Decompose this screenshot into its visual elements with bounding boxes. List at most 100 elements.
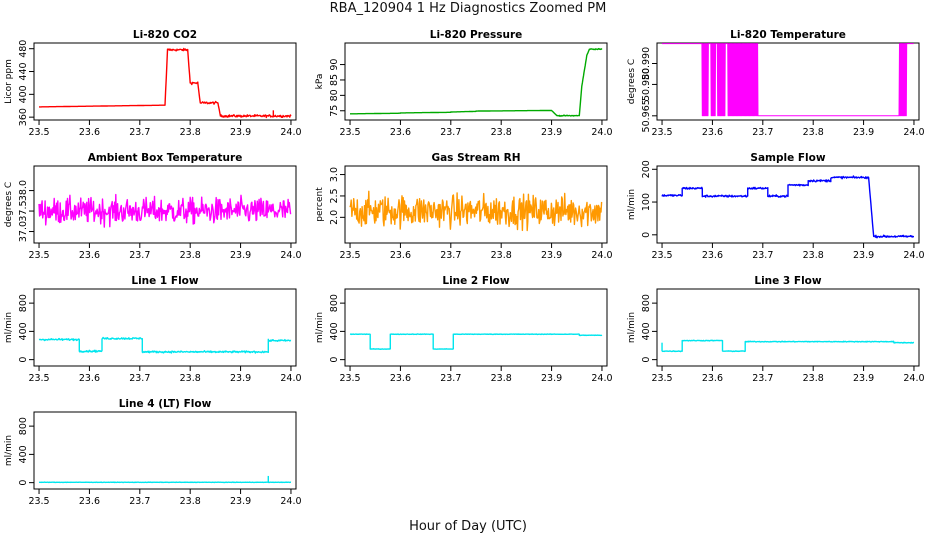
y-axis-label: ml/min	[4, 312, 14, 343]
x-tick-label: 23.8	[491, 127, 512, 138]
y-tick-label: 37.0	[18, 221, 29, 242]
chart-panel: Gas Stream RH 23.5 23.6 23.7 23.8 23.9 24.0 2.0…	[315, 152, 613, 261]
y-axis-label: degrees C	[4, 182, 14, 227]
chart-panel: Li-820 Pressure 23.5 23.6 23.7 23.8 23.9 24.0 7…	[315, 29, 613, 138]
chart-title: Line 2 Flow	[442, 275, 509, 287]
chart-panel: Li-820 Temperature 23.5 23.6 23.7 23.8 23.9 24…	[627, 29, 925, 138]
y-tick-label: 800	[18, 417, 29, 435]
x-tick-label: 23.5	[651, 373, 672, 384]
x-tick-label: 23.5	[28, 373, 49, 384]
figure-title: RBA_120904 1 Hz Diagnostics Zoomed PM	[329, 1, 607, 16]
y-tick-label: 400	[18, 85, 29, 103]
y-tick-label: 800	[329, 294, 340, 312]
chart-title: Li-820 Pressure	[430, 29, 523, 41]
x-tick-label: 23.9	[853, 127, 874, 138]
y-tick-label: 400	[329, 322, 340, 340]
x-tick-label: 23.6	[702, 373, 723, 384]
y-tick-label: 800	[18, 294, 29, 312]
y-axis-label: kPa	[315, 74, 325, 90]
y-tick-label: 400	[641, 322, 652, 340]
y-tick-label: 480	[18, 40, 29, 58]
x-tick-label: 23.8	[491, 373, 512, 384]
x-tick-label: 23.6	[79, 250, 100, 261]
series-line	[38, 193, 292, 228]
y-tick-label: 85	[329, 74, 340, 86]
y-tick-label: 360	[18, 108, 29, 126]
x-tick-label: 23.6	[390, 127, 411, 138]
x-tick-label: 23.5	[339, 373, 360, 384]
plot-frame	[33, 42, 297, 121]
chart-title: Ambient Box Temperature	[88, 152, 243, 164]
y-tick-label: 200	[641, 160, 652, 178]
series-line	[349, 333, 603, 350]
x-tick-label: 23.6	[390, 373, 411, 384]
x-tick-label: 23.7	[752, 127, 773, 138]
series-line	[661, 175, 915, 239]
x-tick-label: 23.8	[180, 127, 201, 138]
x-tick-label: 23.7	[752, 250, 773, 261]
x-tick-label: 24.0	[903, 127, 924, 138]
chart-title: Li-820 CO2	[133, 29, 197, 41]
series-line	[349, 47, 603, 117]
x-tick-label: 23.7	[440, 250, 461, 261]
y-tick-label: 38.0	[18, 180, 29, 201]
x-tick-label: 23.7	[129, 373, 150, 384]
plot-frame	[33, 411, 297, 490]
x-tick-label: 23.9	[230, 127, 251, 138]
y-tick-label: 50.980	[641, 68, 652, 101]
y-tick-label: 75	[329, 105, 340, 117]
y-tick-label: 400	[18, 322, 29, 340]
y-tick-label: 440	[18, 62, 29, 80]
chart-panel: Li-820 CO2 23.5 23.6 23.7 23.8 23.9 24.0 360 400…	[4, 29, 302, 138]
series-line	[38, 336, 292, 354]
x-tick-label: 23.8	[491, 250, 512, 261]
series-line	[661, 43, 914, 117]
x-tick-label: 23.6	[702, 250, 723, 261]
x-tick-label: 23.5	[651, 127, 672, 138]
x-tick-label: 23.8	[180, 373, 201, 384]
x-tick-label: 23.8	[180, 496, 201, 507]
series-line	[38, 47, 292, 119]
x-tick-label: 24.0	[280, 250, 301, 261]
chart-panel: Sample Flow 23.5 23.6 23.7 23.8 23.9 24.0 0 100 2…	[627, 152, 925, 261]
y-axis-label: ml/min	[627, 189, 637, 220]
x-tick-label: 23.8	[803, 127, 824, 138]
y-tick-label: 0	[18, 480, 29, 486]
y-tick-label: 90	[329, 59, 340, 71]
plot-frame	[656, 42, 920, 121]
chart-title: Line 1 Flow	[131, 275, 198, 287]
y-tick-label: 80	[329, 89, 340, 101]
chart-title: Li-820 Temperature	[730, 29, 846, 41]
plot-frame	[344, 165, 608, 244]
x-tick-label: 23.6	[79, 496, 100, 507]
x-tick-label: 24.0	[280, 373, 301, 384]
x-tick-label: 23.5	[651, 250, 672, 261]
y-tick-label: 0	[641, 232, 652, 238]
y-tick-label: 2.0	[329, 210, 340, 225]
y-tick-label: 2.5	[329, 188, 340, 203]
chart-panel: Line 4 (LT) Flow 23.5 23.6 23.7 23.8 23.9 24.0…	[4, 398, 302, 507]
y-tick-label: 400	[18, 445, 29, 463]
x-tick-label: 23.9	[541, 127, 562, 138]
y-axis-label: percent	[315, 187, 325, 222]
y-axis-label: ml/min	[4, 435, 14, 466]
plot-frame	[344, 288, 608, 367]
plot-frame	[33, 288, 297, 367]
x-tick-label: 24.0	[903, 250, 924, 261]
x-tick-label: 23.7	[440, 373, 461, 384]
x-tick-label: 24.0	[591, 250, 612, 261]
x-tick-label: 24.0	[903, 373, 924, 384]
x-tick-label: 23.6	[702, 127, 723, 138]
x-tick-label: 23.5	[28, 250, 49, 261]
y-tick-label: 3.0	[329, 167, 340, 182]
x-tick-label: 23.9	[541, 250, 562, 261]
y-tick-label: 50.990	[641, 47, 652, 80]
x-tick-label: 24.0	[591, 127, 612, 138]
x-tick-label: 23.9	[541, 373, 562, 384]
x-tick-label: 23.7	[129, 496, 150, 507]
x-tick-label: 23.9	[853, 250, 874, 261]
x-tick-label: 23.8	[180, 250, 201, 261]
x-tick-label: 23.7	[129, 250, 150, 261]
series-line	[661, 339, 915, 353]
x-tick-label: 23.8	[803, 373, 824, 384]
